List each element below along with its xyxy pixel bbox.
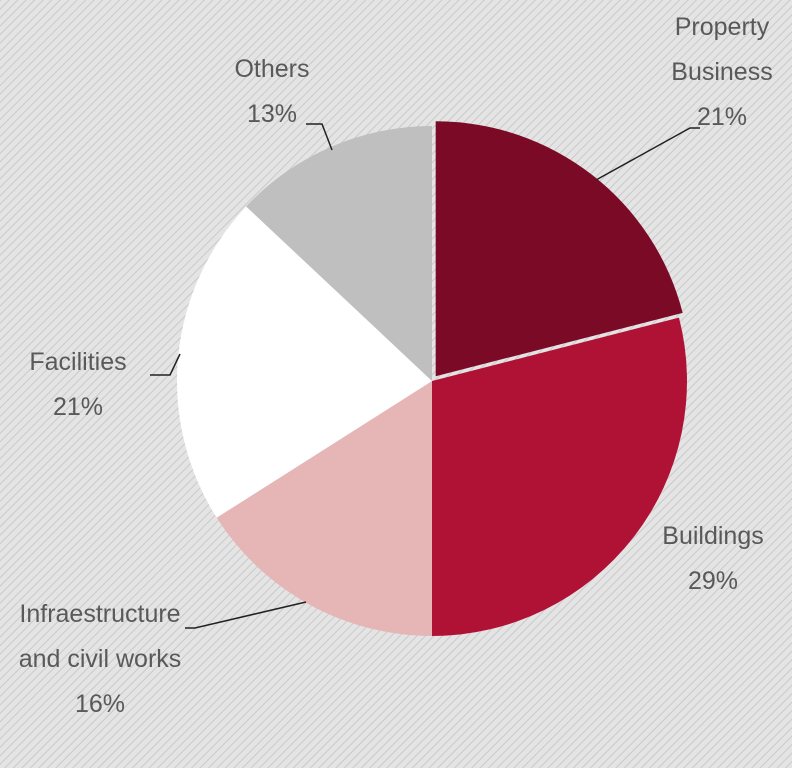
category-label: Buildings bbox=[662, 522, 764, 550]
slice-label: Facilities 21% bbox=[0, 340, 158, 430]
category-label: Facilities bbox=[29, 348, 127, 376]
pie-slice bbox=[435, 121, 683, 377]
value-label: 21% bbox=[696, 103, 748, 131]
pie-slice bbox=[216, 381, 432, 636]
category-label: Infraestructure and civil works bbox=[18, 600, 182, 673]
value-label: 21% bbox=[52, 393, 104, 421]
category-label: Property Business bbox=[671, 13, 773, 86]
pie-slice bbox=[246, 126, 432, 381]
pie-slice bbox=[177, 206, 432, 518]
slice-label: Others 13% bbox=[192, 47, 352, 137]
slice-label: Property Business 21% bbox=[647, 5, 792, 140]
category-label: Others bbox=[234, 55, 310, 83]
value-label: 16% bbox=[74, 690, 126, 718]
pie-slice bbox=[432, 317, 687, 636]
value-label: 13% bbox=[246, 100, 298, 128]
slices bbox=[177, 121, 687, 636]
leader-lines bbox=[150, 123, 700, 629]
value-label: 29% bbox=[687, 567, 739, 595]
slice-label: Infraestructure and civil works 16% bbox=[14, 592, 186, 727]
slice-label: Buildings 29% bbox=[633, 514, 792, 604]
